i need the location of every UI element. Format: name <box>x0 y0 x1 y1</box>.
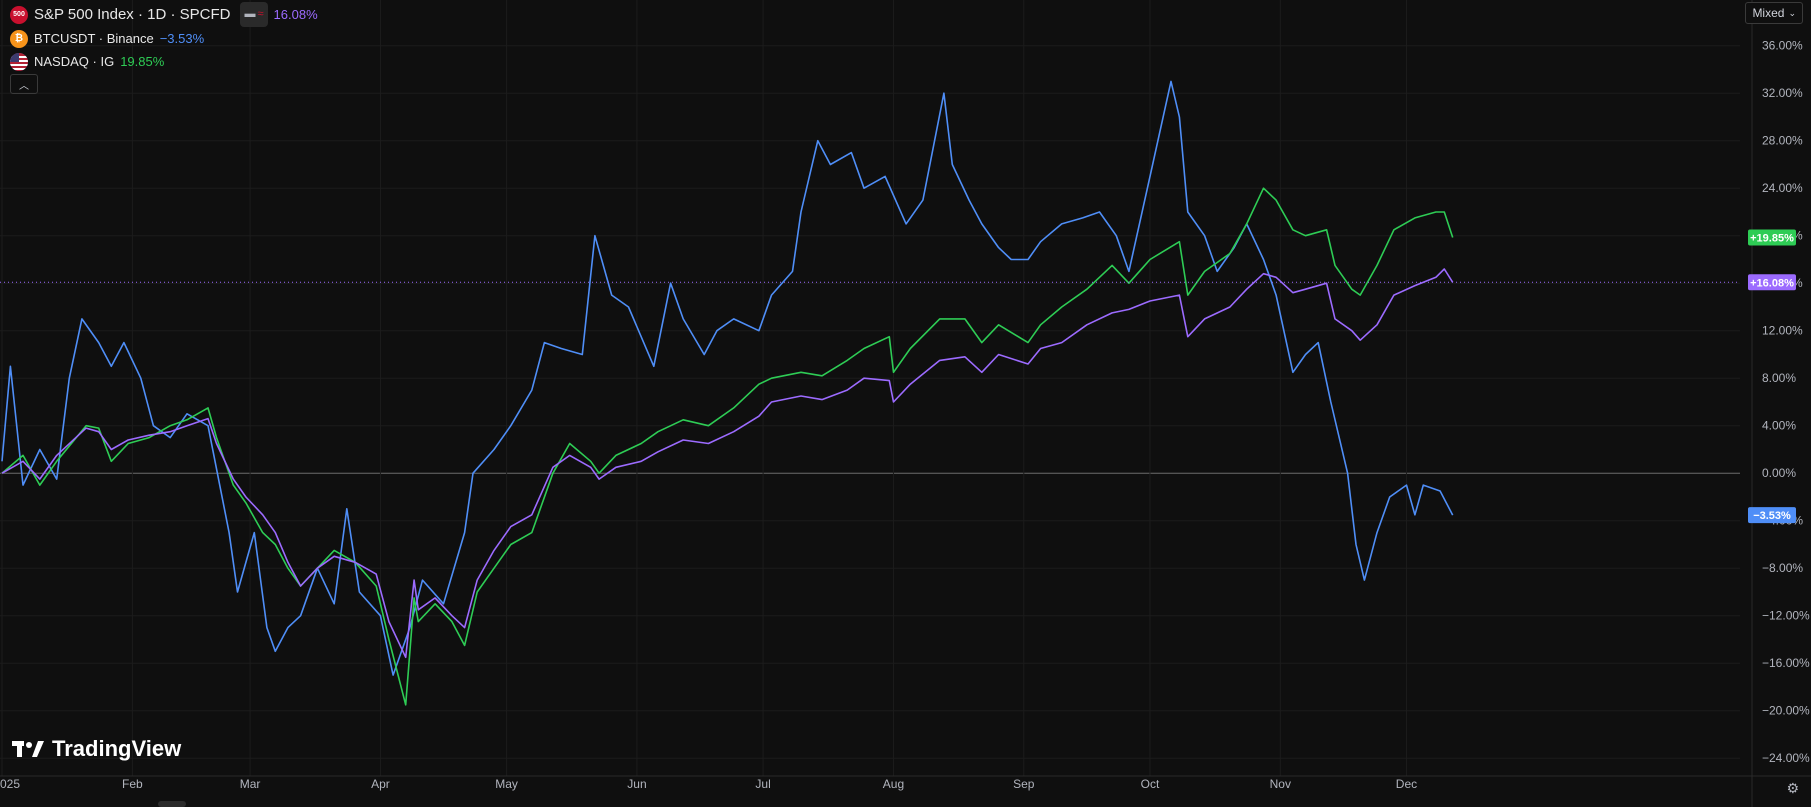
last-value-label: +16.08% <box>1748 274 1796 291</box>
y-tick-label: 0.00% <box>1762 466 1796 480</box>
y-tick-label: 36.00% <box>1762 39 1803 53</box>
series-lines <box>0 80 1740 706</box>
y-tick-label: −20.00% <box>1762 704 1810 718</box>
series-line-s-p-500-index <box>1 268 1454 659</box>
legend-item-title: BTCUSDT · Binance <box>34 31 154 46</box>
legend-collapse-button[interactable]: ︿ <box>10 74 38 94</box>
legend-item-btcusdt[interactable]: ₿ BTCUSDT · Binance −3.53% <box>10 27 318 50</box>
x-tick-label: Mar <box>240 777 261 791</box>
x-axis: 025 Feb Mar Apr May Jun Jul Aug Sep Oct Nov Dec <box>0 777 1417 791</box>
y-axis: 36.00%32.00%28.00%24.00%20.00%16.00%12.0… <box>1762 39 1810 765</box>
wave-icon: ≈ <box>257 8 264 20</box>
last-value-badge <box>1748 274 1796 291</box>
x-tick-label: Apr <box>371 777 390 791</box>
scale-mode-dropdown[interactable]: Mixed ⌄ <box>1745 2 1803 24</box>
x-tick-label: Aug <box>883 777 904 791</box>
last-value-badge <box>1748 507 1796 524</box>
legend-main-change: 16.08% <box>273 7 318 22</box>
tradingview-logo[interactable]: TradingView <box>12 736 181 762</box>
x-tick-label: 025 <box>0 777 20 791</box>
last-value-label: +19.85% <box>1748 229 1796 246</box>
tv-logo-icon <box>12 741 44 757</box>
series-line-btcusdt <box>1 80 1454 676</box>
last-value-badge <box>1748 229 1796 246</box>
scale-mode-label: Mixed <box>1752 6 1785 20</box>
legend-item-change: 19.85% <box>120 54 165 69</box>
y-tick-label: 12.00% <box>1762 324 1803 338</box>
settings-gear-icon[interactable]: ⚙ <box>1786 780 1799 796</box>
x-tick-label: Oct <box>1141 777 1160 791</box>
x-tick-label: Dec <box>1396 777 1417 791</box>
legend-visibility-toggle[interactable]: ▬ ≈ <box>240 2 268 27</box>
y-tick-label: −16.00% <box>1762 656 1810 670</box>
y-tick-label: −12.00% <box>1762 609 1810 623</box>
chart-legend: 500 S&P 500 Index · 1D · SPCFD ▬ ≈ 16.08%… <box>10 2 318 73</box>
y-tick-label: −8.00% <box>1762 561 1803 575</box>
y-tick-label: 28.00% <box>1762 134 1803 148</box>
sp500-symbol-icon: 500 <box>10 5 28 24</box>
series-line-nasdaq <box>1 187 1454 706</box>
last-value-label: −3.53% <box>1748 507 1796 524</box>
x-tick-label: Sep <box>1013 777 1035 791</box>
x-tick-label: Feb <box>122 777 143 791</box>
last-value-text: +16.08% <box>1750 277 1794 289</box>
y-tick-label: 4.00% <box>1762 419 1796 433</box>
bitcoin-icon: ₿ <box>10 29 28 48</box>
legend-item-nasdaq[interactable]: NASDAQ · IG 19.85% <box>10 50 318 73</box>
y-tick-label: 24.00% <box>1762 181 1803 195</box>
time-scroll-handle[interactable] <box>158 801 186 807</box>
last-value-labels: +16.08% −3.53% +19.85% <box>1748 229 1796 524</box>
last-value-text: −3.53% <box>1753 510 1791 522</box>
us-flag-icon <box>10 52 28 71</box>
x-tick-label: May <box>495 777 518 791</box>
x-tick-label: Jul <box>755 777 770 791</box>
y-tick-label: 32.00% <box>1762 86 1803 100</box>
chevron-up-icon: ︿ <box>19 80 29 92</box>
eye-icon: ▬ <box>244 8 256 20</box>
legend-main-row[interactable]: 500 S&P 500 Index · 1D · SPCFD ▬ ≈ 16.08% <box>10 2 318 27</box>
x-tick-label: Nov <box>1270 777 1291 791</box>
legend-main-title: S&P 500 Index · 1D · SPCFD <box>34 6 231 23</box>
y-tick-label: −24.00% <box>1762 751 1810 765</box>
legend-item-change: −3.53% <box>159 31 205 46</box>
legend-item-title: NASDAQ · IG <box>34 54 115 69</box>
brand-name: TradingView <box>52 736 182 761</box>
last-value-text: +19.85% <box>1750 233 1794 245</box>
chevron-down-icon: ⌄ <box>1788 7 1796 18</box>
y-tick-label: 8.00% <box>1762 371 1796 385</box>
x-tick-label: Jun <box>627 777 646 791</box>
